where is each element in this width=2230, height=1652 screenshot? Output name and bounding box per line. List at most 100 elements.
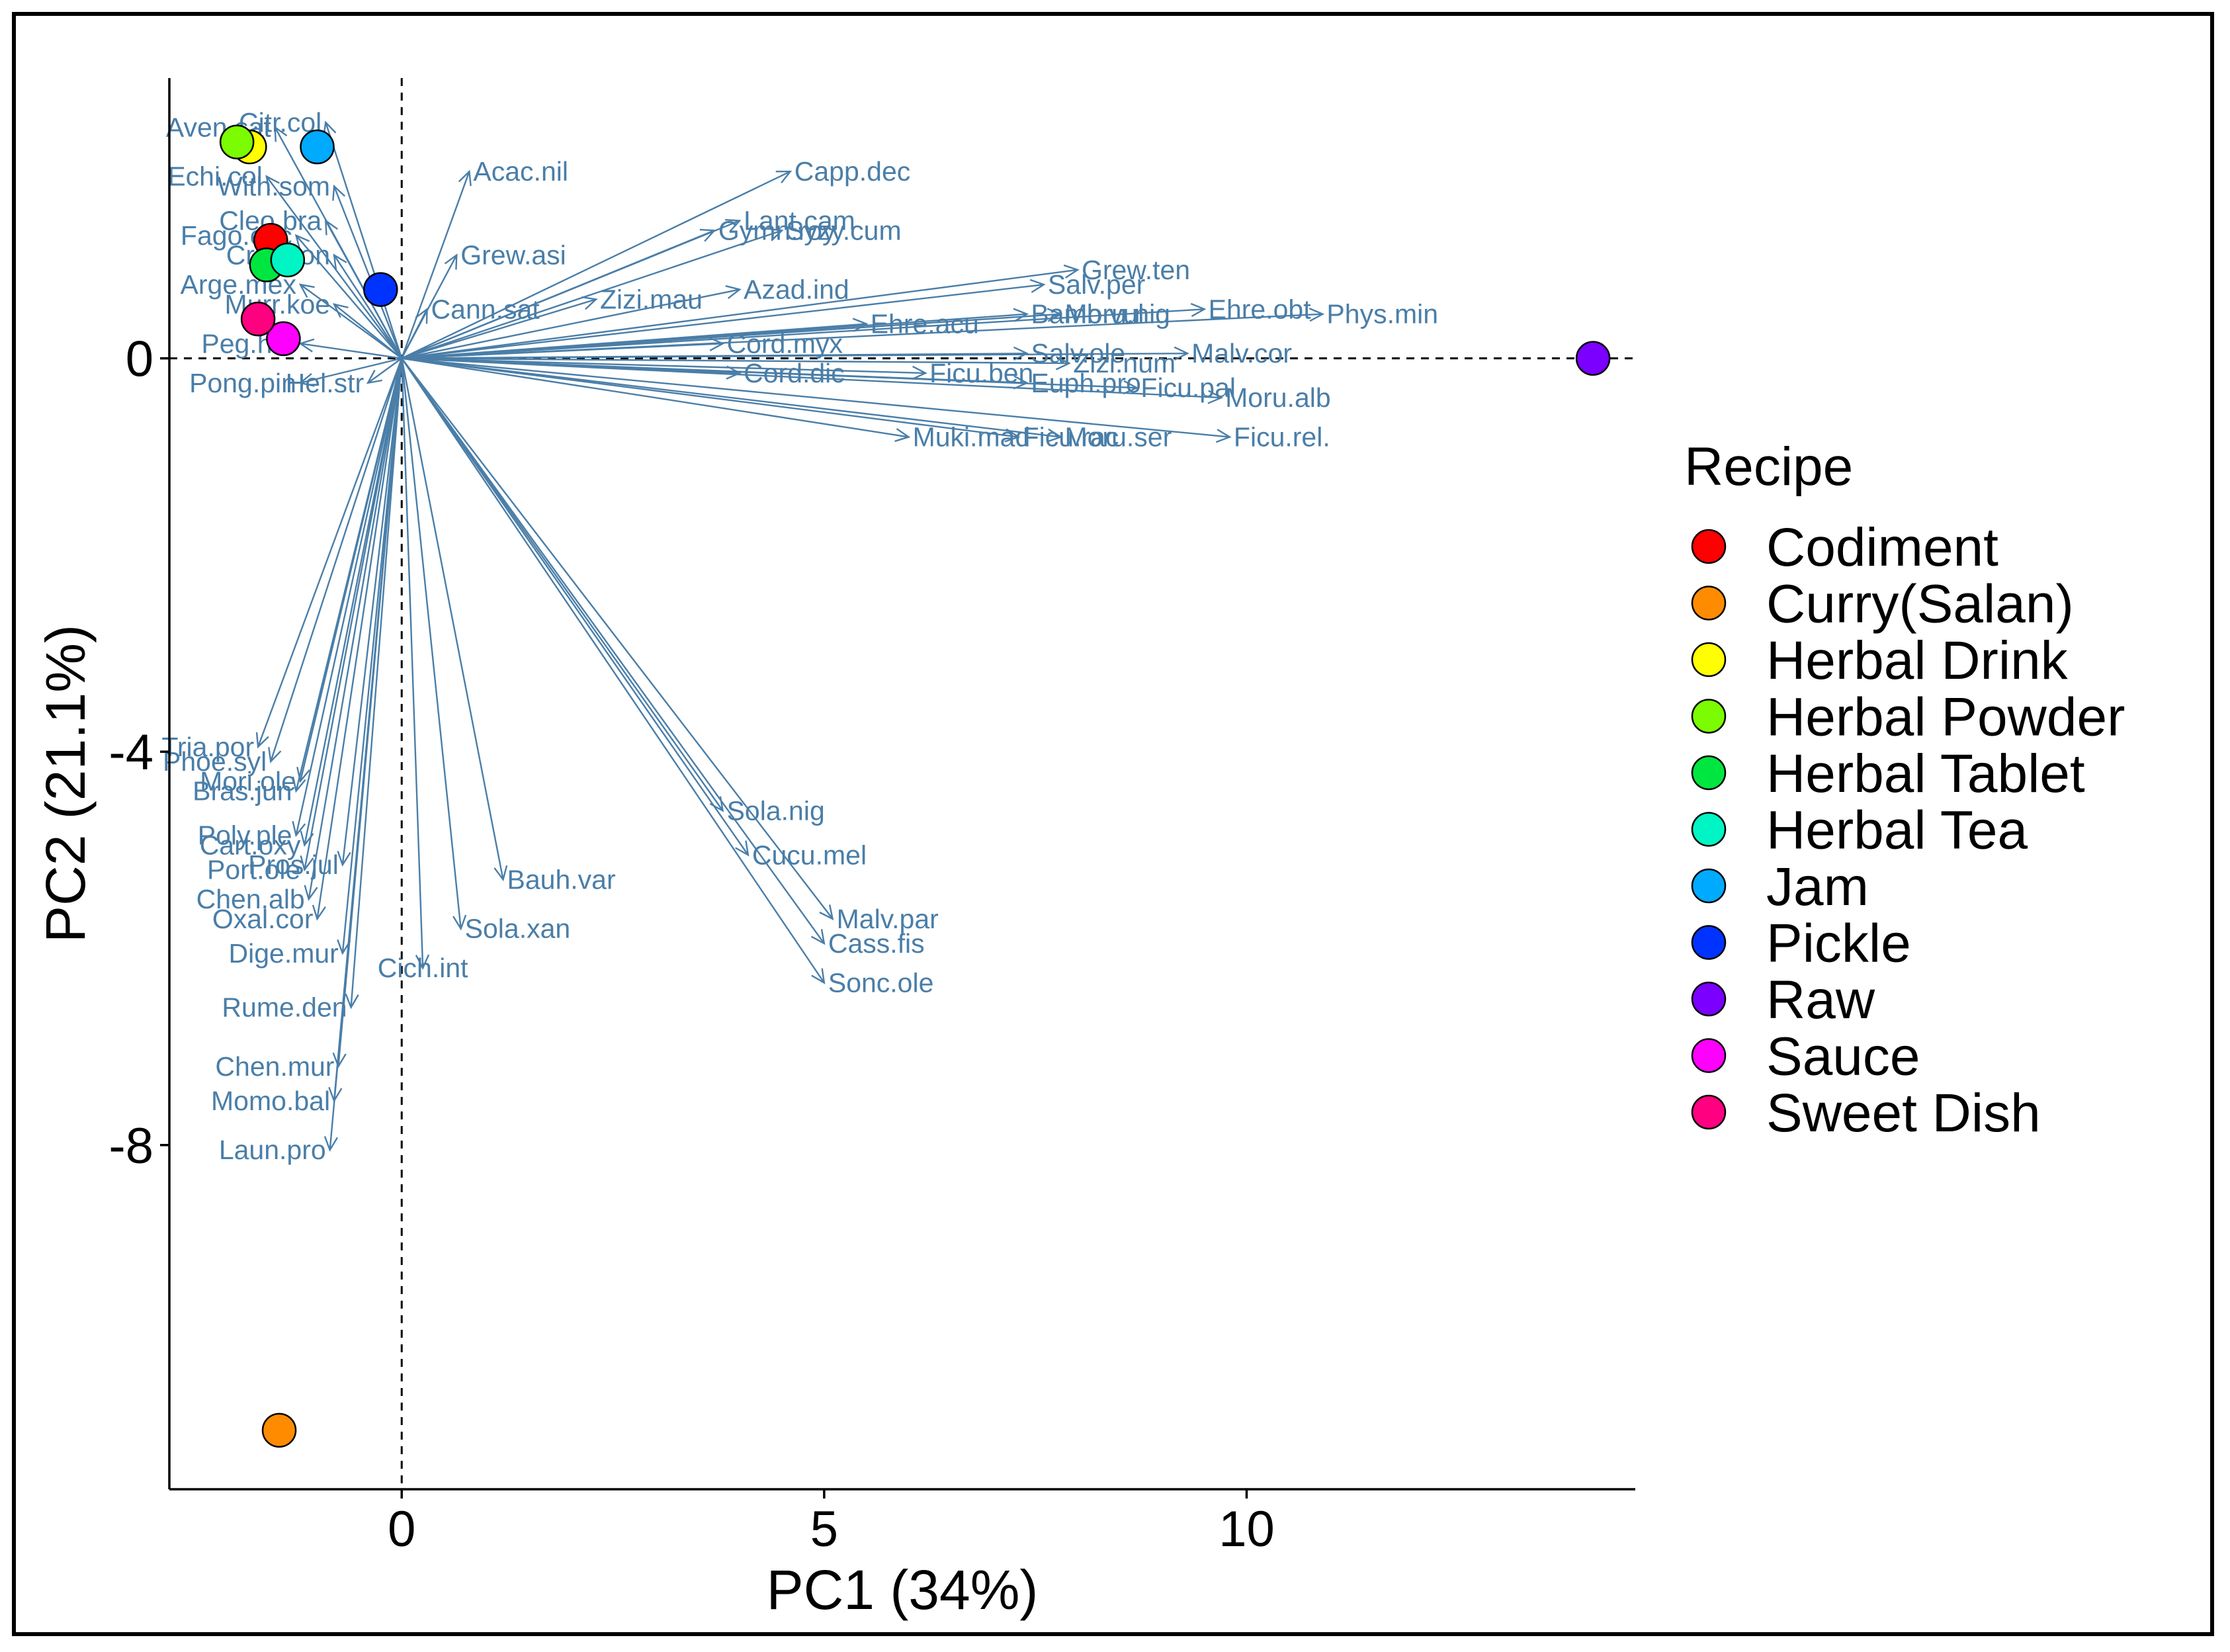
arrowhead-cass-fis	[810, 929, 826, 945]
loading-label-ficu-rel: Ficu.rel.	[1234, 422, 1330, 453]
arrow-poly-ple	[295, 358, 403, 836]
legend-key-herbal-drink	[1691, 642, 1727, 677]
loading-label-murr-koe: Murr.koe	[225, 289, 331, 320]
point-curry-salan	[261, 1413, 297, 1448]
arrow-gymn-roy	[401, 230, 715, 359]
arrow-ficu-rac	[402, 357, 1019, 438]
loading-label-pong-pin: Pong.pin	[189, 368, 296, 398]
arrow-azad-ind	[401, 288, 740, 359]
arrowhead-ficu-pal	[1123, 380, 1139, 395]
arrowhead-murr-koe	[332, 303, 349, 318]
x-axis-title: PC1 (34%)	[767, 1559, 1039, 1621]
arrowhead-phys-min	[1308, 308, 1325, 322]
arrow-cann-sat	[401, 308, 428, 359]
arrow-cucu-mel	[401, 357, 749, 855]
x-tick-label: 5	[810, 1501, 838, 1557]
arrow-rume-den	[350, 358, 403, 1008]
plot-panel	[169, 78, 1635, 1489]
arrowhead-azad-ind	[725, 284, 742, 299]
loading-label-cich-int: Cich.int	[378, 953, 468, 983]
x-tick-label: 10	[1219, 1501, 1275, 1557]
arrowhead-phoe-syl	[268, 747, 282, 763]
arrowhead-ehre-acu	[852, 318, 869, 332]
loading-label-grew-asi: Grew.asi	[460, 240, 566, 271]
loading-label-moru-ser: Moru.ser	[1064, 422, 1172, 453]
arrow-sola-xan	[401, 358, 462, 929]
legend-label-sauce: Sauce	[1766, 1027, 1920, 1087]
loading-label-cord-dic: Cord.dic	[744, 358, 845, 388]
loading-label-gymn-roy: Gymn.roy	[718, 215, 836, 245]
arrow-moru-alb	[402, 357, 1222, 399]
arrowhead-echi-col	[265, 175, 280, 191]
arrowhead-cann-sat	[415, 307, 428, 324]
arrowhead-bras-jun	[292, 776, 306, 793]
loading-label-port-ole: Port.ole	[207, 855, 300, 885]
arrow-chen-alb	[308, 358, 403, 900]
loading-label-cord-myx: Cord.myx	[727, 328, 843, 359]
arrowhead-grew-ten	[1063, 264, 1080, 279]
arrowhead-cord-dic	[726, 365, 742, 380]
arrowhead-with-som	[332, 184, 346, 201]
loading-label-dige-mur: Dige.mur	[229, 938, 339, 969]
arrowhead-grew-asi	[444, 253, 458, 270]
loading-label-moru-nig: Moru.nig	[1064, 299, 1170, 329]
arrowhead-laun-pro	[323, 1136, 339, 1152]
arrowhead-moru-ser	[1047, 428, 1063, 443]
arrowhead-malv-par	[819, 904, 834, 921]
loading-label-momo-bal: Momo.bal	[211, 1086, 330, 1116]
arrowhead-pong-pin	[298, 372, 315, 387]
arrowhead-cich-int	[415, 954, 430, 970]
loading-label-ehre-obt: Ehre.obt	[1209, 294, 1312, 324]
arrow-pros-jul	[341, 358, 403, 865]
point-herbal-tea	[270, 242, 306, 278]
arrowhead-hel-str	[366, 369, 383, 384]
loading-label-ficu-pal: Ficu.pal	[1140, 372, 1236, 403]
arrow-citr-col	[325, 122, 403, 359]
arrowhead-tria-por	[255, 732, 269, 749]
arrowhead-pros-jul	[337, 850, 351, 867]
arrowhead-moru-alb	[1207, 390, 1223, 404]
arrow-fago-esc	[295, 235, 403, 359]
loading-label-cann-sat: Cann.sat	[431, 294, 540, 324]
arrow-laun-pro	[329, 358, 403, 1151]
legend-key-codiment	[1691, 529, 1727, 564]
legend-label-herbal-tablet: Herbal Tablet	[1766, 744, 2085, 804]
arrowhead-syzy-cum	[767, 228, 784, 241]
arrowhead-bauh-var	[493, 865, 508, 882]
legend-key-curry-salan	[1691, 586, 1727, 621]
legend-key-herbal-powder	[1691, 699, 1727, 734]
legend-key-herbal-tea	[1691, 812, 1727, 847]
arrow-ficu-pal	[402, 357, 1137, 389]
arrow-oxal-cor	[316, 358, 403, 920]
arrowhead-acac-nil	[458, 169, 472, 187]
loading-label-sonc-ole: Sonc.ole	[828, 967, 934, 998]
loading-label-capp-dec: Capp.dec	[794, 156, 911, 187]
arrowhead-salv-per	[1029, 279, 1046, 293]
loading-label-poly-ple: Poly.ple	[198, 820, 292, 851]
arrowhead-mori-ole	[296, 767, 310, 783]
arrow-hel-str	[367, 357, 402, 384]
loading-label-rume-den: Rume.den	[222, 992, 347, 1023]
point-sweet-dish	[240, 301, 276, 337]
arrowhead-ficu-rel	[1215, 429, 1232, 443]
loading-label-malv-cor: Malv.cor	[1191, 338, 1292, 369]
loading-label-laun-pro: Laun.pro	[219, 1135, 326, 1165]
arrow-pong-pin	[300, 357, 402, 384]
legend-label-sweet-dish: Sweet Dish	[1766, 1083, 2041, 1143]
arrow-dige-mur	[341, 358, 403, 954]
loading-label-sola-xan: Sola.xan	[465, 914, 571, 944]
loading-label-euph-pro: Euph.pro	[1031, 368, 1140, 398]
arrow-grew-ten	[402, 269, 1078, 359]
arrow-arge-mex	[300, 284, 402, 359]
loading-label-phys-min: Phys.min	[1326, 299, 1438, 329]
arrow-ehre-obt	[402, 308, 1205, 359]
arrow-phoe-syl	[270, 358, 403, 762]
arrow-ficu-ben	[402, 357, 926, 374]
legend-label-curry-salan: Curry(Salan)	[1766, 574, 2074, 634]
arrow-cich-int	[401, 358, 424, 969]
legend-key-sweet-dish	[1691, 1094, 1727, 1130]
loading-label-salv-per: Salv.per	[1048, 269, 1145, 300]
arrowhead-cleo-bra	[324, 219, 338, 236]
